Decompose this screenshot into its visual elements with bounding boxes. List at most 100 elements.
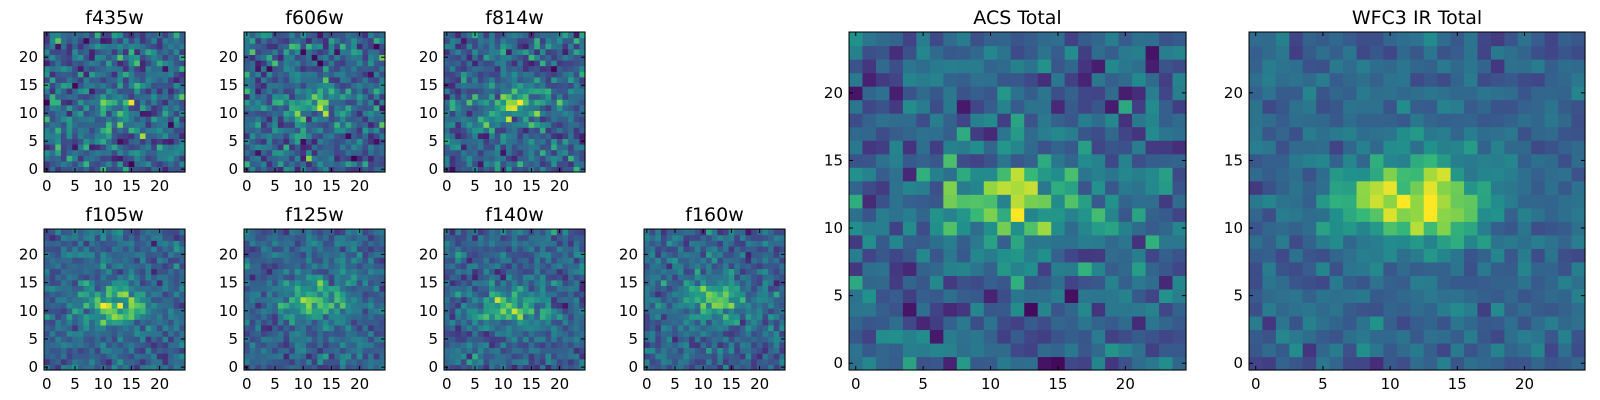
heatmap-cell — [379, 144, 386, 151]
heatmap-cell — [517, 99, 524, 106]
heatmap-cell — [356, 251, 364, 258]
heatmap-cell — [722, 240, 730, 247]
heatmap-cell — [472, 71, 479, 78]
heatmap-cell — [255, 234, 262, 241]
heatmap-cell — [111, 240, 118, 247]
heatmap-cell — [1010, 329, 1025, 344]
heatmap-cell — [77, 138, 85, 145]
heatmap-cell — [289, 149, 296, 156]
heatmap-cell — [551, 341, 558, 349]
heatmap-cell — [72, 307, 79, 315]
heatmap-cell — [368, 93, 375, 100]
heatmap-cell — [311, 110, 318, 117]
heatmap-cell — [1091, 356, 1106, 371]
heatmap-cell — [666, 257, 673, 264]
heatmap-cell — [522, 48, 530, 55]
heatmap-cell — [573, 104, 580, 111]
heatmap-cell — [128, 116, 135, 123]
heatmap-cell — [1051, 261, 1066, 276]
heatmap-cell — [111, 88, 118, 95]
heatmap-cell — [72, 268, 79, 275]
heatmap-cell — [362, 127, 369, 134]
heatmap-cell — [55, 347, 62, 354]
heatmap-cell — [356, 48, 364, 55]
heatmap-cell — [455, 121, 462, 128]
heatmap-cell — [356, 234, 364, 241]
heatmap-cell — [573, 341, 580, 349]
heatmap-cell — [294, 313, 301, 320]
heatmap-cell — [255, 364, 262, 371]
heatmap-cell — [483, 76, 490, 83]
heatmap-cell — [472, 37, 479, 44]
heatmap-cell — [111, 166, 118, 173]
heatmap-cell — [356, 347, 364, 354]
heatmap-cell — [728, 274, 735, 281]
heatmap-cell — [44, 245, 51, 253]
heatmap-cell — [649, 279, 656, 286]
heatmap-cell — [60, 358, 68, 365]
heatmap-cell — [272, 160, 279, 167]
heatmap-cell — [306, 138, 313, 145]
heatmap-cell — [489, 54, 496, 61]
heatmap-cell — [494, 144, 501, 151]
heatmap-cell — [368, 104, 375, 111]
heatmap-cell — [649, 240, 656, 247]
heatmap-cell — [111, 37, 118, 44]
heatmap-cell — [916, 207, 931, 222]
heatmap-cell — [683, 296, 690, 303]
heatmap-cell — [455, 88, 462, 95]
heatmap-cell — [489, 121, 496, 128]
heatmap-cell — [44, 88, 51, 95]
heatmap-cell — [494, 65, 501, 72]
heatmap-cell — [539, 234, 547, 241]
heatmap-cell — [534, 257, 541, 264]
heatmap-cell — [122, 116, 130, 123]
x-tick-label: 15 — [522, 375, 541, 393]
heatmap-cell — [300, 60, 307, 67]
heatmap-cell — [100, 110, 107, 117]
heatmap-cell — [244, 65, 251, 72]
y-tick-label: 5 — [28, 330, 38, 348]
heatmap-cell — [1105, 329, 1120, 344]
heatmap-cell — [89, 116, 96, 123]
heatmap-cell — [1051, 234, 1066, 249]
heatmap-cell — [739, 285, 747, 292]
heatmap-cell — [44, 104, 51, 111]
heatmap-cell — [997, 261, 1012, 276]
heatmap-cell — [294, 127, 301, 134]
heatmap-cell — [545, 353, 552, 360]
heatmap-cell — [573, 166, 580, 173]
heatmap-cell — [128, 279, 135, 286]
heatmap-cell — [89, 257, 96, 264]
heatmap-cell — [162, 336, 169, 343]
heatmap-cell — [322, 65, 330, 72]
heatmap-cell — [83, 285, 90, 292]
heatmap-cell — [849, 315, 864, 331]
heatmap-cell — [1145, 248, 1160, 263]
heatmap-cell — [339, 65, 347, 72]
heatmap-cell — [1010, 356, 1025, 371]
heatmap-cell — [997, 342, 1012, 358]
heatmap-cell — [568, 149, 575, 156]
heatmap-cell — [862, 261, 877, 276]
heatmap-cell — [573, 347, 580, 354]
heatmap-cell — [156, 234, 164, 241]
heatmap-cell — [556, 330, 564, 337]
heatmap-cell — [573, 149, 580, 156]
heatmap-cell — [156, 71, 164, 78]
heatmap-cell — [328, 48, 335, 55]
heatmap-cell — [522, 234, 530, 241]
heatmap-cell — [351, 262, 358, 270]
heatmap-cell — [145, 291, 152, 298]
heatmap-cell — [334, 132, 341, 139]
heatmap-cell — [477, 251, 485, 258]
heatmap-cell — [128, 160, 135, 167]
heatmap-cell — [139, 229, 147, 236]
heatmap-cell — [517, 155, 524, 162]
heatmap-cell — [306, 110, 313, 117]
heatmap-cell — [751, 319, 758, 326]
x-tick-label: 0 — [442, 375, 452, 393]
heatmap-cell — [145, 296, 152, 303]
heatmap-cell — [472, 296, 479, 303]
heatmap-cell — [283, 341, 290, 349]
